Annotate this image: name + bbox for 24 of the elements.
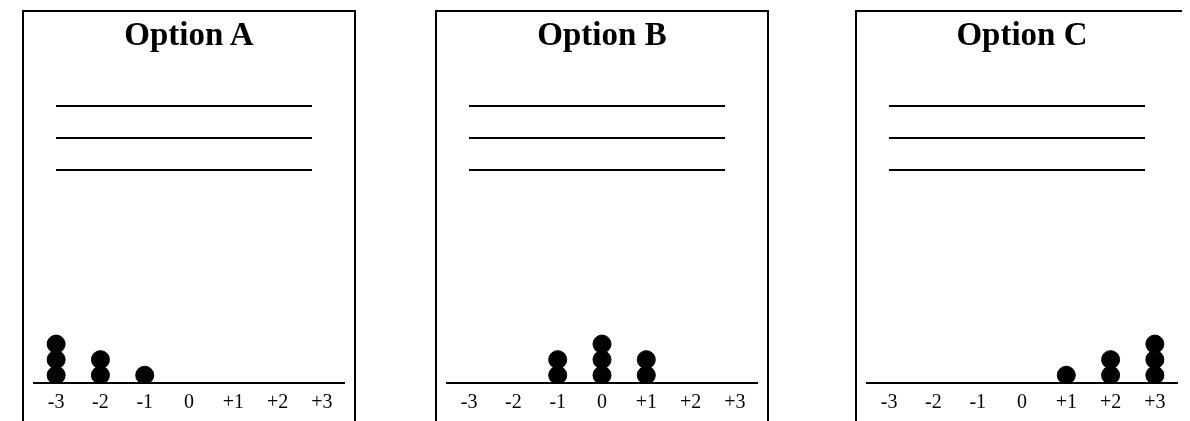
x-tick-label: -2 — [505, 390, 522, 413]
chart-title: Option A — [123, 16, 255, 53]
chart-title: Option B — [536, 16, 668, 53]
x-tick-label: +2 — [679, 390, 702, 413]
x-tick-label: 0 — [184, 390, 194, 413]
x-tick-label: -1 — [969, 390, 987, 413]
x-tick-label: -3 — [460, 390, 478, 413]
x-tick-label: -1 — [136, 390, 154, 413]
x-tick-label: +3 — [724, 390, 746, 413]
x-tick-label: -2 — [925, 390, 942, 413]
x-tick-label: +1 — [635, 390, 657, 413]
x-tick-label: +3 — [311, 390, 333, 413]
x-tick-label: +2 — [1099, 390, 1122, 413]
chart-title: Option C — [955, 16, 1089, 53]
x-tick-label: -3 — [880, 390, 898, 413]
x-tick-label: +1 — [222, 390, 244, 413]
x-tick-label: +1 — [1055, 390, 1077, 413]
x-tick-label: +3 — [1144, 390, 1166, 413]
x-tick-label: -3 — [47, 390, 65, 413]
x-tick-label: 0 — [1017, 390, 1027, 413]
x-tick-label: -1 — [549, 390, 567, 413]
x-tick-label: +2 — [266, 390, 289, 413]
x-tick-label: -2 — [92, 390, 109, 413]
x-tick-label: 0 — [597, 390, 607, 413]
